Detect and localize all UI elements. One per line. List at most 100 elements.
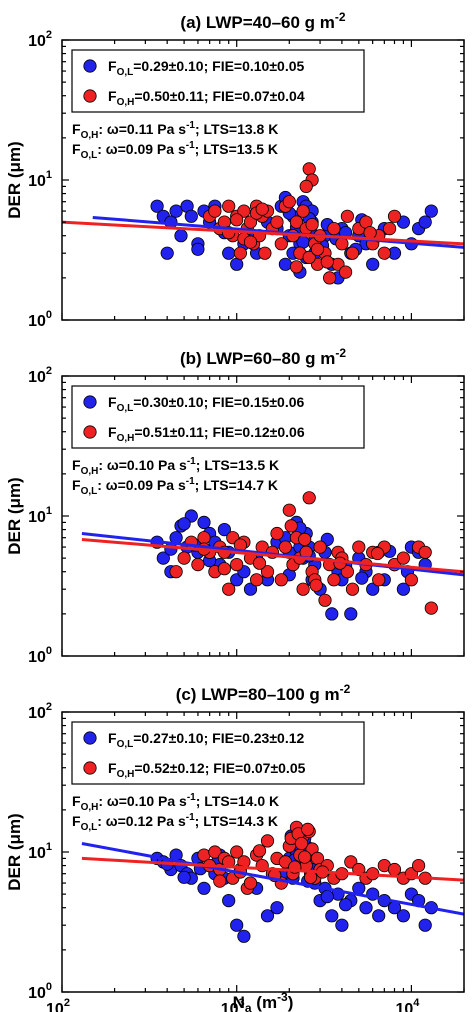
x-tick-label: 102 [46, 997, 70, 1012]
point-high [217, 562, 231, 576]
point-high [340, 209, 354, 223]
annotation-text: FO,L: ω=0.12 Pa s-1; LTS=14.3 K [72, 812, 278, 833]
annotation-text: FO,H: ω=0.10 Pa s-1; LTS=13.5 K [72, 456, 279, 477]
legend-box [71, 385, 365, 449]
legend-entry: FO,L=0.30±0.10; FIE=0.15±0.06 [108, 394, 304, 414]
point-high [318, 593, 332, 607]
point-high [372, 573, 386, 587]
y-axis-label: DER (μm) [5, 477, 24, 554]
point-high [230, 213, 244, 227]
point-high [305, 218, 319, 232]
point-low [177, 517, 191, 531]
point-high [387, 209, 402, 223]
point-high [213, 874, 227, 888]
point-high [177, 551, 191, 565]
point-high [294, 836, 309, 851]
annotation-text: FO,H: ω=0.10 Pa s-1; LTS=14.0 K [72, 792, 279, 813]
point-low [344, 607, 358, 621]
legend-box [71, 721, 365, 785]
point-high [255, 202, 269, 216]
point-high [320, 255, 334, 269]
point-high [298, 850, 312, 864]
point-high [377, 246, 391, 260]
y-axis-label: DER (μm) [5, 813, 24, 890]
legend-marker [83, 425, 97, 439]
fit-line-low [81, 842, 464, 916]
panel-2: (b) LWP=60–80 g m-2 100 101 102 DER (μm) FO,L… [5, 346, 465, 666]
scatter-points [81, 820, 464, 943]
point-high [335, 237, 349, 251]
x-tick-label: 104 [395, 997, 420, 1012]
point-low [278, 257, 292, 271]
annotation-text: FO,H: ω=0.11 Pa s-1; LTS=13.8 K [72, 120, 278, 141]
y-tick-label: 102 [28, 701, 52, 722]
fit-line-high [81, 537, 464, 574]
y-tick-label: 101 [28, 169, 52, 190]
point-high [282, 195, 296, 209]
point-high [169, 565, 183, 579]
point-high [301, 822, 315, 837]
point-high [274, 237, 288, 251]
y-tick-label: 101 [28, 505, 52, 526]
scatter-points [81, 491, 464, 621]
point-low [177, 870, 191, 884]
point-low [396, 582, 410, 596]
point-high [250, 573, 264, 587]
ticks [61, 375, 465, 657]
point-high [309, 578, 323, 592]
point-low [325, 607, 339, 621]
panel-3: (c) LWP=80–100 g m-2 100 101 102 102 103 104 Na… [5, 682, 465, 1012]
ticks [61, 39, 465, 321]
point-low [355, 571, 369, 585]
point-low [243, 582, 258, 596]
point-high [370, 546, 385, 561]
point-high [208, 845, 222, 859]
point-high [345, 582, 360, 596]
point-high [237, 204, 251, 218]
point-high [270, 526, 284, 541]
point-low [270, 901, 284, 915]
point-high [322, 271, 337, 285]
point-low [366, 582, 380, 596]
point-high [296, 582, 310, 596]
point-high [327, 222, 341, 236]
point-low [160, 246, 174, 260]
legend-entry: FO,L=0.27±0.10; FIE=0.23±0.12 [108, 730, 304, 750]
annotation-text: FO,L: ω=0.09 Pa s-1; LTS=13.5 K [72, 140, 278, 161]
legend-box [71, 49, 365, 113]
y-axis-label: DER (μm) [5, 141, 24, 218]
x-tick-label: 103 [221, 997, 245, 1012]
point-high [299, 179, 313, 193]
point-high [270, 215, 284, 229]
point-high [289, 260, 304, 274]
point-high [243, 876, 258, 890]
point-low [222, 893, 236, 908]
legend-entry: FO,H=0.52±0.12; FIE=0.07±0.05 [108, 760, 306, 780]
annotation-text: FO,L: ω=0.09 Pa s-1; LTS=14.7 K [72, 476, 278, 497]
point-high [233, 246, 247, 260]
point-low [222, 246, 236, 260]
point-low [150, 199, 164, 213]
y-tick-label: 102 [28, 365, 52, 386]
point-high [230, 845, 244, 859]
point-low [230, 257, 244, 271]
legend: FO,L=0.27±0.10; FIE=0.23±0.12 FO,H=0.52±0… [71, 721, 365, 785]
point-high [260, 834, 275, 848]
point-high [340, 565, 354, 579]
point-high [252, 844, 267, 858]
legend-marker [83, 395, 97, 409]
point-high [284, 519, 298, 533]
legend-entry: FO,L=0.29±0.10; FIE=0.10±0.05 [108, 58, 304, 78]
point-low [396, 909, 410, 923]
point-low [418, 215, 432, 229]
panel-title: (b) LWP=60–80 g m-2 [180, 346, 346, 368]
y-tick-label: 100 [28, 981, 52, 1002]
point-high [396, 551, 410, 565]
x-axis-label: Na (m-3) [233, 990, 294, 1012]
point-high [208, 204, 222, 218]
fit-line-high [62, 220, 464, 246]
point-high [302, 162, 316, 176]
point-low [359, 901, 373, 915]
legend-entry: FO,H=0.51±0.11; FIE=0.12±0.06 [108, 424, 305, 444]
point-high [278, 540, 292, 554]
